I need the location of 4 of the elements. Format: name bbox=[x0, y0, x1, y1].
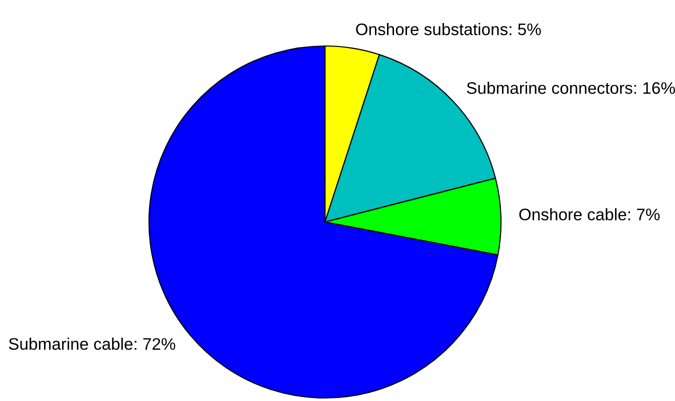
slice-label: Onshore substations: 5% bbox=[356, 23, 541, 36]
slice-label: Onshore cable: 7% bbox=[519, 208, 660, 220]
slice-label: Submarine cable: 72% bbox=[8, 338, 176, 350]
slice-label: Submarine connectors: 16% bbox=[466, 82, 675, 94]
